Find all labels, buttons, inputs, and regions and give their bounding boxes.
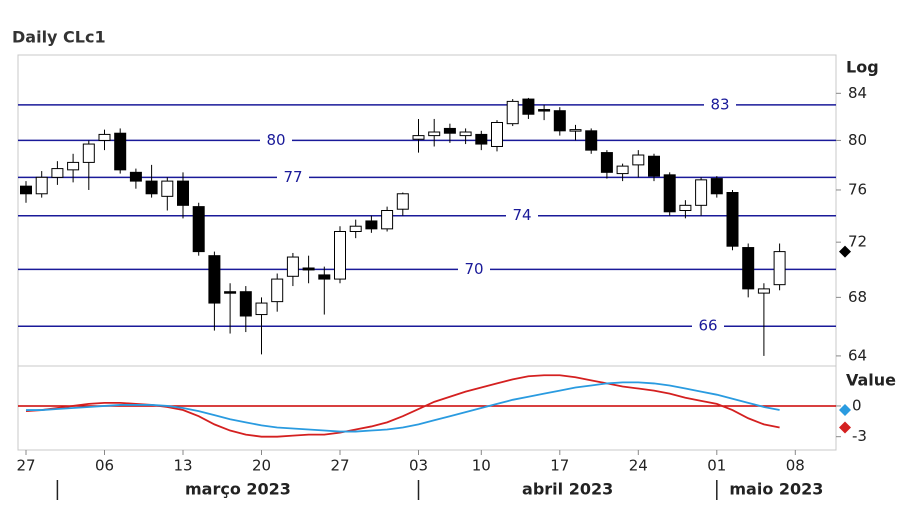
candle-body <box>648 155 660 177</box>
y-tick-label: 64 <box>848 346 867 364</box>
candle-body <box>757 288 770 294</box>
candle-body <box>302 267 315 271</box>
candle-body <box>710 178 723 195</box>
x-tick-label: 27 <box>16 457 35 475</box>
candle-body <box>726 192 739 247</box>
candle-body <box>632 154 645 166</box>
candle-body <box>271 278 284 303</box>
x-tick-label: 06 <box>95 457 114 475</box>
candle-body <box>553 110 566 132</box>
x-tick-label: 01 <box>707 457 726 475</box>
candle-body <box>365 220 378 230</box>
candle-body <box>679 204 692 212</box>
x-tick-label: 17 <box>550 457 569 475</box>
level-label-bg <box>277 168 309 187</box>
candle-body <box>145 180 158 195</box>
candle-body <box>585 130 598 151</box>
last-value-marker <box>839 404 851 417</box>
candle-body <box>616 165 629 175</box>
candle-body <box>67 161 80 171</box>
level-label-bg <box>506 206 538 225</box>
level-label-bg <box>692 317 724 336</box>
candle-body <box>82 143 95 163</box>
y-tick-label: 68 <box>848 288 867 306</box>
candle-body <box>98 133 111 141</box>
candle-body <box>224 291 237 294</box>
candle-body <box>600 152 613 173</box>
y-tick-label: 84 <box>848 84 867 102</box>
level-label-bg <box>260 131 292 150</box>
level-label: 77 <box>283 168 302 186</box>
candle-body <box>192 206 205 253</box>
candle-body <box>459 131 472 137</box>
level-label: 66 <box>698 317 717 335</box>
level-label-bg <box>704 95 736 114</box>
candle-body <box>569 129 582 132</box>
month-label: março 2023 <box>185 480 291 499</box>
level-label: 80 <box>266 131 285 149</box>
candle-body <box>412 135 425 140</box>
candle-body <box>538 109 551 112</box>
candle-body <box>208 255 221 304</box>
candle-body <box>129 171 142 182</box>
candle-body <box>51 168 64 178</box>
x-tick-label: 13 <box>173 457 192 475</box>
level-label-bg <box>458 260 490 279</box>
y-tick-label: 0 <box>852 396 862 414</box>
x-tick-label: 20 <box>252 457 271 475</box>
candle-body <box>396 193 409 210</box>
last-value-marker <box>839 245 851 258</box>
candle-body <box>695 179 708 206</box>
candle-body <box>381 210 394 230</box>
level-label: 70 <box>464 260 483 278</box>
candle-body <box>522 98 535 115</box>
y-axis-label: Log <box>846 58 879 77</box>
candle-body <box>475 133 488 145</box>
candle-body <box>239 291 252 317</box>
candle-body <box>161 180 174 197</box>
x-tick-label: 27 <box>330 457 349 475</box>
candle-body <box>255 302 268 316</box>
candle-body <box>349 225 362 232</box>
indicator-panel <box>17 365 837 451</box>
y-tick-label: 72 <box>848 233 867 251</box>
last-value-marker <box>839 421 851 434</box>
candle-body <box>506 100 519 125</box>
y-tick-label: -3 <box>852 427 867 445</box>
x-tick-label: 08 <box>786 457 805 475</box>
candle-body <box>318 274 331 280</box>
candle-body <box>114 132 127 171</box>
y-axis-label: Value <box>846 371 896 390</box>
candle-body <box>20 185 32 195</box>
candle-body <box>742 247 755 290</box>
level-label: 83 <box>710 95 729 113</box>
candle-body <box>334 230 346 280</box>
indicator-line <box>26 381 780 433</box>
candle-body <box>286 256 299 277</box>
level-label: 74 <box>512 206 531 224</box>
x-tick-label: 10 <box>472 457 491 475</box>
candle-body <box>428 131 441 137</box>
y-tick-label: 76 <box>848 180 867 198</box>
candle-body <box>663 174 676 213</box>
chart-title: Daily CLc1 <box>12 28 106 47</box>
candle-body <box>491 121 503 147</box>
x-tick-label: 03 <box>409 457 428 475</box>
candle-body <box>443 127 456 134</box>
candle-body <box>177 180 189 206</box>
candle-body <box>35 176 48 195</box>
x-tick-label: 24 <box>629 457 648 475</box>
month-label: abril 2023 <box>522 480 613 499</box>
y-tick-label: 80 <box>848 131 867 149</box>
month-label: maio 2023 <box>729 480 823 499</box>
candle-body <box>773 251 786 286</box>
